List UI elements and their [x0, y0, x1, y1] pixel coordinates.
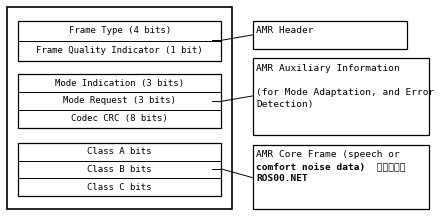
Bar — [18, 74, 221, 128]
Bar — [253, 58, 429, 135]
Text: comfort noise data)  罗索工作室: comfort noise data) 罗索工作室 — [256, 162, 405, 171]
Text: Class A bits: Class A bits — [87, 147, 152, 156]
Bar — [18, 143, 221, 196]
Bar — [253, 145, 429, 209]
Text: Codec CRC (8 bits): Codec CRC (8 bits) — [71, 114, 168, 123]
Text: Mode Indication (3 bits): Mode Indication (3 bits) — [55, 78, 184, 87]
Bar — [7, 7, 232, 209]
Text: Frame Quality Indicator (1 bit): Frame Quality Indicator (1 bit) — [36, 46, 203, 55]
Text: AMR Auxiliary Information: AMR Auxiliary Information — [256, 64, 400, 73]
Text: AMR Core Frame (speech or: AMR Core Frame (speech or — [256, 150, 400, 159]
Text: Mode Request (3 bits): Mode Request (3 bits) — [63, 96, 176, 105]
Bar — [253, 21, 407, 49]
Text: AMR Header: AMR Header — [256, 26, 314, 35]
Bar — [18, 21, 221, 61]
Text: ROS00.NET: ROS00.NET — [256, 174, 308, 183]
Text: Detection): Detection) — [256, 100, 314, 109]
Text: Class C bits: Class C bits — [87, 183, 152, 192]
Text: (for Mode Adaptation, and Error: (for Mode Adaptation, and Error — [256, 88, 434, 97]
Text: Frame Type (4 bits): Frame Type (4 bits) — [68, 26, 171, 35]
Text: Class B bits: Class B bits — [87, 165, 152, 174]
